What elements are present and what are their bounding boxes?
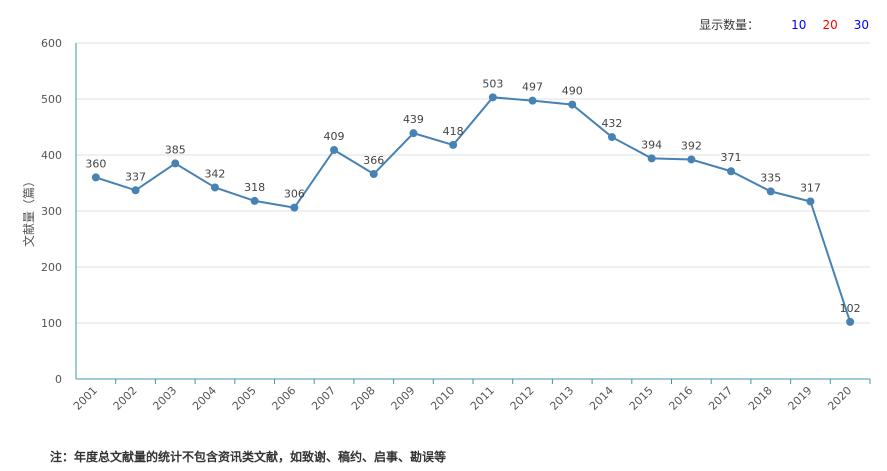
data-point-2017	[727, 167, 736, 176]
data-label-2012: 497	[522, 81, 543, 94]
series-line	[95, 96, 852, 323]
y-tick-200: 200	[41, 261, 62, 274]
display-count-option-20[interactable]: 20	[822, 17, 838, 32]
data-label-2002: 337	[125, 170, 146, 183]
x-tick-2005: 2005	[230, 384, 259, 413]
x-tick-2001: 2001	[71, 384, 100, 413]
data-label-2008: 366	[363, 154, 384, 167]
data-label-2017: 371	[721, 151, 742, 164]
x-tick-2003: 2003	[150, 384, 179, 413]
data-label-2020: 102	[840, 302, 861, 315]
data-label-2013: 490	[562, 85, 583, 98]
x-tick-2007: 2007	[309, 384, 338, 413]
data-point-2015	[647, 154, 656, 163]
y-tick-labels: 0 100 200 300 400 500 600	[41, 37, 62, 386]
x-tick-2006: 2006	[269, 384, 298, 413]
display-count-label: 显示数量：	[699, 18, 760, 32]
x-tick-2012: 2012	[508, 384, 537, 413]
data-labels: 360 337 385 342 318 306 409 366 439 418 503 497 490 4…	[85, 77, 860, 315]
data-label-2009: 439	[403, 113, 424, 126]
x-tick-2019: 2019	[786, 384, 815, 413]
y-tick-100: 100	[41, 317, 62, 330]
x-tick-2002: 2002	[111, 384, 140, 413]
display-count-option-10[interactable]: 10	[791, 17, 807, 32]
x-tick-2013: 2013	[547, 384, 576, 413]
y-tick-500: 500	[41, 93, 62, 106]
data-point-2006	[290, 203, 299, 212]
data-label-2001: 360	[85, 157, 106, 170]
data-points	[91, 93, 855, 326]
y-tick-0: 0	[55, 373, 62, 386]
x-tick-2010: 2010	[428, 384, 457, 413]
x-tick-2014: 2014	[587, 384, 616, 413]
x-tick-2008: 2008	[349, 384, 378, 413]
footnote: 注：年度总文献量的统计不包含资讯类文献，如致谢、稿约、启事、勘误等	[50, 450, 447, 464]
x-tick-2017: 2017	[706, 384, 735, 413]
data-point-2003	[171, 159, 180, 168]
data-label-2007: 409	[324, 130, 345, 143]
data-point-2002	[131, 186, 140, 195]
data-label-2003: 385	[165, 143, 186, 156]
data-point-2018	[766, 187, 775, 196]
line-chart: 0 100 200 300 400 500 600 2001 2002 2003 2004 2005…	[21, 37, 871, 413]
data-label-2004: 342	[204, 167, 225, 180]
data-point-2001	[91, 173, 100, 182]
data-label-2014: 432	[601, 117, 622, 130]
x-tick-labels: 2001 2002 2003 2004 2005 2006 2007 2008 2009 2010…	[71, 384, 854, 413]
x-tick-2015: 2015	[627, 384, 656, 413]
data-label-2011: 503	[482, 77, 503, 90]
x-tick-2020: 2020	[825, 384, 854, 413]
y-axis-label: 文献量（篇）	[21, 175, 36, 247]
display-count-option-30[interactable]: 30	[853, 17, 869, 32]
x-tick-2018: 2018	[746, 384, 775, 413]
x-tick-2009: 2009	[389, 384, 418, 413]
data-label-2015: 394	[641, 138, 662, 151]
data-point-2005	[250, 196, 259, 205]
data-point-2013	[568, 100, 577, 109]
y-tick-600: 600	[41, 37, 62, 50]
data-point-2011	[488, 93, 497, 102]
data-point-2004	[210, 183, 219, 192]
data-point-2020	[846, 317, 855, 326]
grid-lines	[76, 42, 870, 324]
data-label-2016: 392	[681, 139, 702, 152]
data-label-2010: 418	[443, 125, 464, 138]
x-tick-2004: 2004	[190, 384, 219, 413]
y-tick-300: 300	[41, 205, 62, 218]
data-point-2014	[607, 133, 616, 142]
data-point-2019	[806, 197, 815, 206]
x-tick-2016: 2016	[666, 384, 695, 413]
data-point-2007	[330, 145, 339, 154]
data-point-2012	[528, 96, 537, 105]
data-label-2005: 318	[244, 181, 265, 194]
display-count-controls: 显示数量： 10 20 30	[699, 16, 869, 33]
data-label-2006: 306	[284, 188, 305, 201]
data-label-2018: 335	[760, 171, 781, 184]
data-point-2008	[369, 170, 378, 179]
data-point-2010	[449, 140, 458, 149]
y-tick-400: 400	[41, 149, 62, 162]
data-label-2019: 317	[800, 181, 821, 194]
axes	[75, 43, 871, 384]
x-tick-2011: 2011	[468, 384, 497, 413]
data-point-2009	[409, 129, 418, 138]
data-point-2016	[687, 155, 696, 164]
